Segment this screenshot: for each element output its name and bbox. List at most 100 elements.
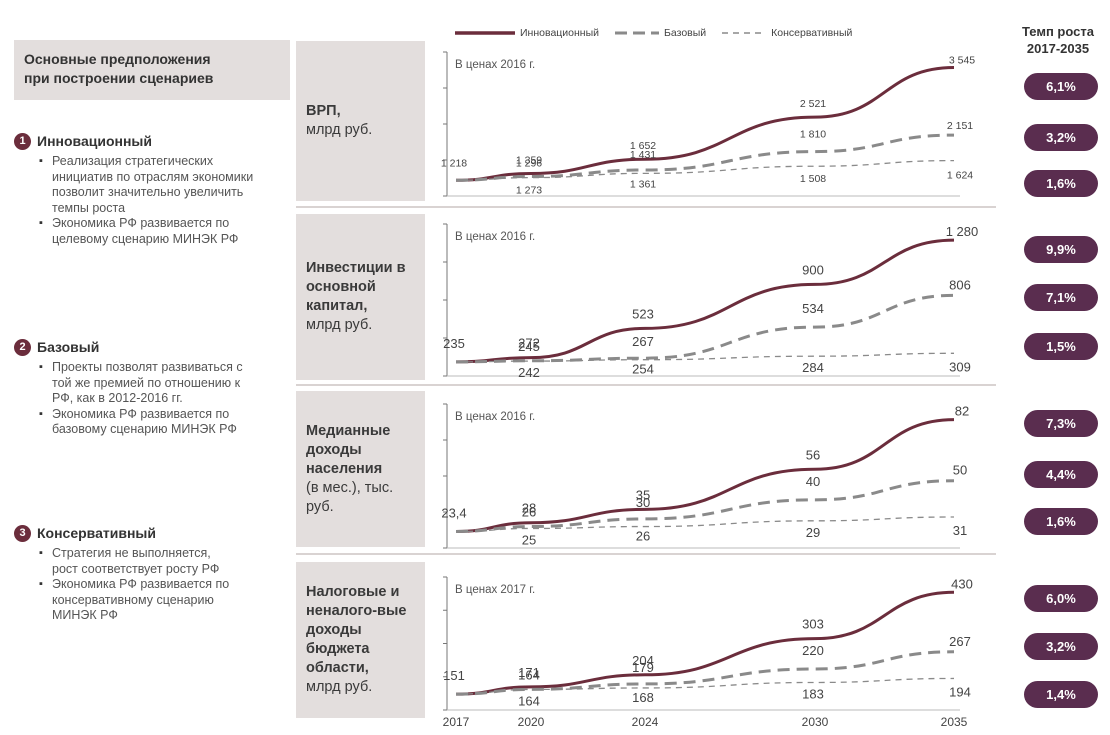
row-label-unit: (в мес.), тыс. руб. <box>306 479 394 515</box>
data-label: 806 <box>949 277 971 292</box>
scenario-bullet: Экономика РФ развивается по базовому сце… <box>39 407 252 438</box>
legend-item-cons: Консервативный <box>722 27 852 39</box>
legend-label: Инновационный <box>520 27 600 39</box>
data-label: 284 <box>802 360 824 375</box>
growth-rate-badge: 1,6% <box>1024 508 1098 535</box>
growth-rate-period: 2017-2035 <box>1026 41 1090 56</box>
data-label: 1 652 <box>630 140 656 152</box>
x-tick-label: 2020 <box>518 715 545 729</box>
scenario-name: Консервативный <box>37 525 156 541</box>
data-label: 151 <box>443 668 465 683</box>
growth-rate-badge: 7,1% <box>1024 284 1098 311</box>
data-label: 2 151 <box>947 120 973 132</box>
data-label: 31 <box>953 523 967 538</box>
row-label-bold: Налоговые и неналого-вые доходы бюджета … <box>306 584 407 676</box>
data-label: 171 <box>518 665 540 680</box>
data-label: 23,4 <box>441 506 466 521</box>
row-divider <box>296 206 996 208</box>
data-label: 235 <box>443 336 465 351</box>
data-label: 29 <box>806 525 820 540</box>
data-label: 82 <box>955 404 969 419</box>
row-label-income: Медианные доходы населения (в мес.), тыс… <box>296 391 425 547</box>
assumptions-title-line2: при построении сценариев <box>24 70 214 86</box>
number-badge-icon: 3 <box>14 524 31 542</box>
growth-rate-badge: 3,2% <box>1024 124 1098 151</box>
scenario-bullet: Экономика РФ развивается по целевому сце… <box>39 216 262 247</box>
growth-rate-header: Темп роста 2017-2035 <box>1008 23 1108 57</box>
data-label: 204 <box>632 653 654 668</box>
growth-rate-badge: 6,1% <box>1024 73 1098 100</box>
data-label: 26 <box>522 505 536 520</box>
data-label: 523 <box>632 306 654 321</box>
row-label-investment: Инвестиции в основной капитал, млрд руб. <box>296 214 425 380</box>
scenario-title: 1 Инновационный <box>14 130 290 152</box>
data-label: 28 <box>522 501 536 516</box>
legend-line-dashed-icon <box>615 31 660 35</box>
data-label: 309 <box>949 359 971 374</box>
legend-item-innov: Инновационный <box>455 27 599 39</box>
growth-rate-badge: 1,5% <box>1024 333 1098 360</box>
data-label: 430 <box>951 576 973 591</box>
scenario-bullet: Стратегия не выполняется, рост соответст… <box>39 546 230 577</box>
data-label: 534 <box>802 301 824 316</box>
row-label-bold: ВРП, <box>306 103 341 119</box>
data-label: 1 810 <box>800 129 826 141</box>
data-label: 1 296 <box>516 158 542 170</box>
scenario-cons: 3 Консервативный Стратегия не выполняется… <box>14 522 290 624</box>
data-label: 164 <box>518 693 540 708</box>
series-line-conservative <box>455 352 955 363</box>
number-badge-icon: 1 <box>14 132 31 150</box>
data-label: 1 508 <box>800 173 826 185</box>
data-label: 2 521 <box>800 98 826 110</box>
data-label: 1 361 <box>630 178 656 190</box>
legend-item-base: Базовый <box>615 27 706 39</box>
series-line-conservative <box>455 677 955 695</box>
series-line-conservative <box>455 516 955 533</box>
data-label: 3 545 <box>949 55 975 67</box>
legend-line-dotted-icon <box>722 32 767 34</box>
data-label: 194 <box>949 684 971 699</box>
growth-rate-badge: 1,6% <box>1024 170 1098 197</box>
data-label: 26 <box>636 529 650 544</box>
series-line-base <box>455 479 955 534</box>
x-tick-label: 2030 <box>802 715 829 729</box>
data-label: 254 <box>632 362 654 377</box>
growth-rate-badge: 7,3% <box>1024 410 1098 437</box>
data-label: 25 <box>522 532 536 547</box>
growth-rate-badge: 1,4% <box>1024 681 1098 708</box>
growth-rate-badge: 3,2% <box>1024 633 1098 660</box>
growth-rate-badge: 9,9% <box>1024 236 1098 263</box>
scenario-title: 3 Консервативный <box>14 522 290 544</box>
scenario-name: Инновационный <box>37 133 152 149</box>
scenario-bullet: Реализация стратегических инициатив по о… <box>39 154 262 216</box>
data-label: 245 <box>518 339 540 354</box>
data-label: 267 <box>949 634 971 649</box>
scenario-base: 2 Базовый Проекты позволят развиваться с … <box>14 336 290 438</box>
assumptions-header: Основные предположения при построении сц… <box>14 40 290 100</box>
scenario-name: Базовый <box>37 339 100 355</box>
data-label: 56 <box>806 447 820 462</box>
growth-rate-badge: 4,4% <box>1024 461 1098 488</box>
data-label: 183 <box>802 686 824 701</box>
number-badge-icon: 2 <box>14 338 31 356</box>
data-label: 30 <box>636 495 650 510</box>
row-label-bold: Медианные доходы населения <box>306 422 391 477</box>
growth-rate-badge: 6,0% <box>1024 585 1098 612</box>
legend-line-solid-icon <box>455 31 515 35</box>
data-label: 179 <box>632 660 654 675</box>
data-label: 1 624 <box>947 170 973 182</box>
scenario-title: 2 Базовый <box>14 336 290 358</box>
scenario-bullet: Проекты позволят развиваться с той же пр… <box>39 360 252 407</box>
data-label: 272 <box>518 336 540 351</box>
data-label: 35 <box>636 487 650 502</box>
price-basis-note: В ценах 2016 г. <box>455 231 535 243</box>
data-label: 1 280 <box>946 224 979 239</box>
data-label: 220 <box>802 643 824 658</box>
row-label-budget: Налоговые и неналого-вые доходы бюджета … <box>296 562 425 718</box>
data-label: 242 <box>518 365 540 380</box>
series-line-base <box>455 650 955 696</box>
chart-legend: Инновационный Базовый Консервативный <box>455 23 868 43</box>
data-label: 164 <box>518 667 540 682</box>
scenario-innov: 1 Инновационный Реализация стратегических… <box>14 130 290 247</box>
legend-label: Консервативный <box>771 27 853 39</box>
